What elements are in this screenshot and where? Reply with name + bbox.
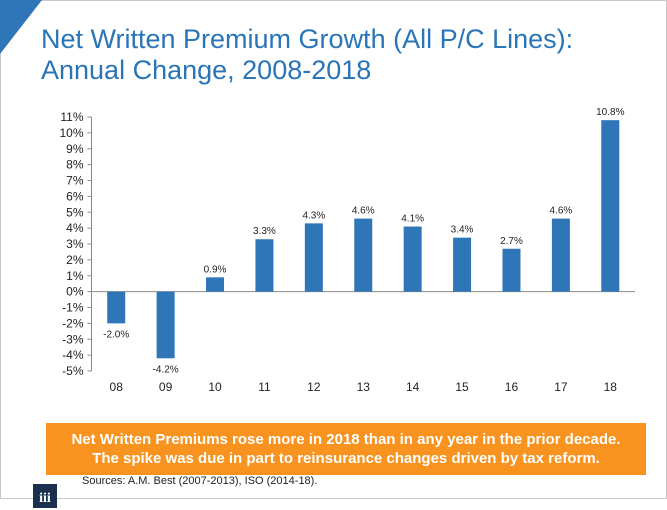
y-tick-label: 3% xyxy=(66,237,84,251)
data-label: 3.4% xyxy=(451,225,474,236)
corner-accent xyxy=(0,0,42,54)
y-tick-label: -3% xyxy=(62,332,84,346)
y-tick-label: 5% xyxy=(66,205,84,219)
bar-13 xyxy=(354,218,373,292)
x-tick-label: 11 xyxy=(258,380,271,394)
iii-logo-icon: iii xyxy=(33,484,57,508)
data-label: -2.0% xyxy=(103,329,129,340)
y-tick-label: -1% xyxy=(62,301,84,315)
y-tick-label: 6% xyxy=(66,189,84,203)
x-tick-label: 10 xyxy=(208,380,222,394)
data-label: 0.9% xyxy=(204,264,227,275)
y-tick-label: 10% xyxy=(59,126,83,140)
callout-line-1: Net Written Premiums rose more in 2018 t… xyxy=(71,431,621,448)
x-tick-label: 17 xyxy=(554,380,568,394)
bar-14 xyxy=(403,226,422,292)
bar-10 xyxy=(206,277,225,292)
x-tick-label: 14 xyxy=(406,380,420,394)
bar-17 xyxy=(551,218,570,292)
data-label: 4.1% xyxy=(401,214,424,225)
y-tick-label: 8% xyxy=(66,158,84,172)
x-tick-label: 12 xyxy=(307,380,321,394)
data-label: 3.3% xyxy=(253,226,276,237)
y-tick-label: 2% xyxy=(66,253,84,267)
bar-08 xyxy=(107,291,126,324)
y-tick-label: 0% xyxy=(66,285,84,299)
x-tick-label: 18 xyxy=(604,380,618,394)
x-tick-label: 13 xyxy=(357,380,371,394)
bar-15 xyxy=(453,237,472,292)
data-label: 2.7% xyxy=(500,236,523,247)
chart-title: Net Written Premium Growth (All P/C Line… xyxy=(41,24,573,86)
bar-11 xyxy=(255,239,274,292)
title-line-1: Net Written Premium Growth (All P/C Line… xyxy=(41,24,574,54)
y-tick-label: -5% xyxy=(62,364,84,378)
x-tick-label: 09 xyxy=(159,380,173,394)
data-label: 10.8% xyxy=(596,107,624,118)
y-tick-label: -4% xyxy=(62,348,84,362)
x-tick-label: 15 xyxy=(455,380,469,394)
y-tick-label: -2% xyxy=(62,316,84,330)
data-label: 4.3% xyxy=(302,210,325,221)
callout-line-2: The spike was due in part to reinsurance… xyxy=(92,450,600,467)
x-tick-label: 08 xyxy=(110,380,124,394)
bar-09 xyxy=(156,291,175,359)
x-tick-label: 16 xyxy=(505,380,519,394)
bar-16 xyxy=(502,248,521,292)
bar-12 xyxy=(304,223,323,292)
data-label: 4.6% xyxy=(352,206,375,217)
data-label: 4.6% xyxy=(549,206,572,217)
data-label: -4.2% xyxy=(153,364,179,375)
bar-chart: 11% 10% 9% 8% 7%6% 5% 4% 3% 2% 1% 0% -1%-2% -3% -4% -5… xyxy=(59,107,635,394)
y-tick-label: 11% xyxy=(60,110,83,124)
y-tick-label: 4% xyxy=(66,221,84,235)
title-line-2: Annual Change, 2008-2018 xyxy=(41,55,372,85)
callout-box: Net Written Premiums rose more in 2018 t… xyxy=(46,423,646,475)
bar-18 xyxy=(601,120,620,292)
sources-note: Sources: A.M. Best (2007-2013), ISO (201… xyxy=(82,475,318,487)
y-tick-label: 9% xyxy=(66,142,84,156)
y-tick-label: 7% xyxy=(66,174,84,188)
y-tick-label: 1% xyxy=(66,269,84,283)
